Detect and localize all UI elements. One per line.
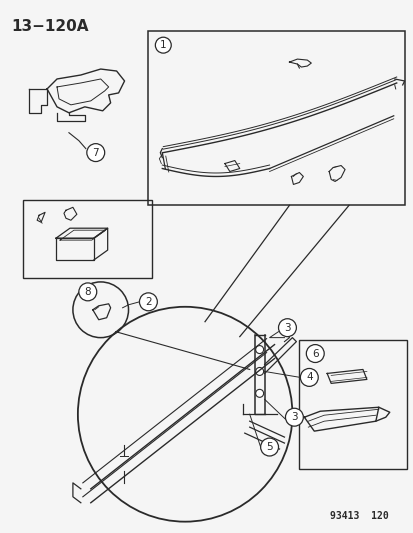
Circle shape bbox=[78, 283, 97, 301]
Circle shape bbox=[139, 293, 157, 311]
Text: 8: 8 bbox=[84, 287, 91, 297]
Circle shape bbox=[155, 37, 171, 53]
Text: 6: 6 bbox=[311, 349, 318, 359]
Text: 5: 5 bbox=[266, 442, 272, 452]
Text: 2: 2 bbox=[145, 297, 151, 307]
Bar bbox=[299, 340, 406, 469]
Text: 1: 1 bbox=[159, 40, 166, 50]
Circle shape bbox=[306, 345, 323, 362]
Circle shape bbox=[255, 367, 263, 375]
Circle shape bbox=[255, 345, 263, 353]
Circle shape bbox=[300, 368, 318, 386]
Text: 3: 3 bbox=[283, 322, 290, 333]
Text: 13−120A: 13−120A bbox=[11, 19, 89, 34]
Circle shape bbox=[255, 389, 263, 397]
Text: 3: 3 bbox=[290, 412, 297, 422]
Circle shape bbox=[87, 144, 104, 161]
Circle shape bbox=[260, 438, 278, 456]
Text: 7: 7 bbox=[92, 148, 99, 158]
Text: 93413  120: 93413 120 bbox=[329, 511, 388, 521]
Bar bbox=[148, 31, 404, 205]
Circle shape bbox=[278, 319, 296, 337]
Bar bbox=[23, 200, 152, 278]
Circle shape bbox=[285, 408, 303, 426]
Text: 4: 4 bbox=[305, 373, 312, 382]
